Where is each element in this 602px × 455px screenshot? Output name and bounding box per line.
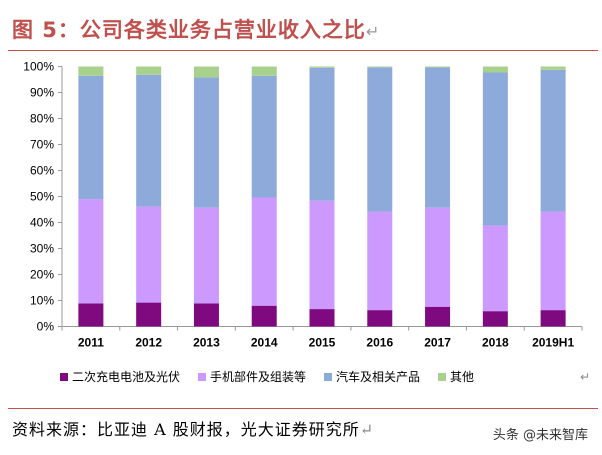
figure-title: 图 5：公司各类业务占营业收入之比↵ (12, 14, 380, 44)
bar-segment (482, 72, 508, 226)
bar-segment (367, 66, 393, 68)
x-tick-label: 2015 (309, 336, 336, 350)
bar-segment (78, 66, 104, 76)
stacked-bar-chart: 0% 10% 20% 30% 40% 50% 60% 70% 80% 90% 100% 2011 201… (23, 60, 583, 350)
return-mark: ↵ (359, 420, 375, 439)
x-tick-label: 2019H1 (532, 336, 574, 350)
bar-segment (367, 67, 393, 212)
bar-segment (482, 311, 508, 327)
bar-segment (367, 310, 393, 327)
bar-segment (251, 66, 277, 76)
bar-segment (193, 77, 219, 208)
bar-segment (136, 66, 162, 75)
return-mark: ↵ (580, 369, 591, 384)
legend-item: 其他 (438, 368, 474, 385)
x-tick-label: 2012 (135, 336, 162, 350)
source-text: 资料来源：比亚迪 A 股财报，光大证券研究所 (12, 420, 360, 439)
y-tick-label: 0% (37, 320, 55, 334)
bar-segment (193, 66, 219, 78)
legend-swatch (60, 372, 68, 381)
y-tick-label: 100% (23, 60, 54, 74)
bar-segment (136, 206, 162, 303)
bar-segment (136, 74, 162, 207)
bar-segment (540, 310, 566, 327)
bar-segment (309, 67, 335, 201)
y-tick-label: 80% (30, 112, 54, 126)
y-tick-label: 20% (30, 268, 54, 282)
legend-swatch (324, 372, 333, 381)
legend-swatch (198, 372, 207, 381)
bar-segment (425, 306, 451, 327)
legend: 二次充电电池及光伏 手机部件及组装等 汽车及相关产品 其他 ↵ (60, 368, 590, 385)
bar-segment (309, 66, 335, 68)
legend-label: 二次充电电池及光伏 (72, 370, 181, 384)
legend-swatch (438, 372, 447, 381)
bar-segment (78, 303, 104, 327)
bar-segment (136, 302, 162, 327)
y-tick-label: 40% (30, 216, 54, 230)
x-tick-label: 2016 (366, 336, 393, 350)
bar-segment (367, 211, 393, 311)
legend-label: 汽车及相关产品 (336, 370, 421, 384)
x-tick-label: 2017 (424, 336, 451, 350)
bar-segment (425, 67, 451, 208)
watermark: 头条 @未来智库 (492, 428, 588, 443)
y-tick-label: 50% (30, 190, 54, 204)
y-tick-label: 70% (30, 138, 54, 152)
return-mark: ↵ (365, 22, 381, 41)
bar-segment (78, 199, 104, 304)
bar-segment (425, 66, 451, 68)
bar-segment (482, 66, 508, 73)
y-tick-label: 30% (30, 242, 54, 256)
bar-segment (540, 66, 566, 70)
bar-segment (251, 305, 277, 327)
bar-segment (251, 197, 277, 306)
bar-segment (193, 207, 219, 304)
legend-label: 手机部件及组装等 (210, 370, 307, 384)
bar-segment (482, 225, 508, 312)
y-tick-label: 60% (30, 164, 54, 178)
title-divider (8, 50, 598, 51)
source-divider (8, 408, 598, 409)
source-note: 资料来源：比亚迪 A 股财报，光大证券研究所↵ (12, 416, 374, 440)
x-tick-label: 2011 (78, 336, 104, 350)
y-tick-label: 10% (30, 294, 54, 308)
legend-item: 汽车及相关产品 (324, 368, 420, 385)
x-tick-label: 2014 (251, 336, 278, 350)
bar-segment (251, 75, 277, 198)
legend-item: 手机部件及组装等 (198, 368, 306, 385)
bar-segment (78, 75, 104, 200)
bar-segment (309, 309, 335, 327)
bar-segment (540, 69, 566, 212)
x-tick-label: 2013 (193, 336, 220, 350)
x-tick-label: 2018 (482, 336, 509, 350)
bar-segment (309, 200, 335, 310)
legend-item: 二次充电电池及光伏 (60, 368, 180, 385)
title-text: 图 5：公司各类业务占营业收入之比 (12, 18, 366, 42)
legend-label: 其他 (450, 370, 475, 384)
bar-segment (425, 207, 451, 307)
bar-segment (540, 211, 566, 311)
bar-segment (193, 303, 219, 327)
y-tick-label: 90% (30, 86, 54, 100)
